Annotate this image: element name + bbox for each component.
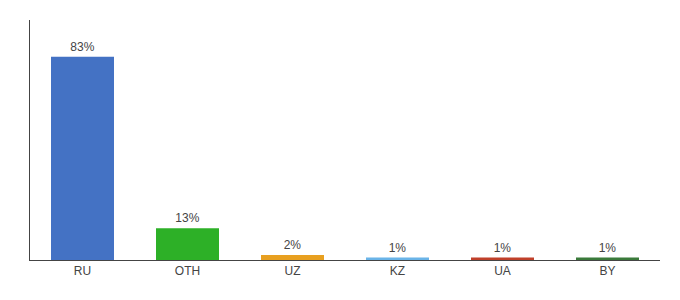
svg-text:2%: 2% [284,238,302,252]
svg-text:1%: 1% [494,241,512,255]
svg-text:1%: 1% [599,241,617,255]
svg-text:RU: RU [74,264,91,278]
svg-text:KZ: KZ [390,264,405,278]
svg-text:13%: 13% [175,211,199,225]
svg-text:83%: 83% [70,40,94,54]
svg-text:BY: BY [599,264,615,278]
svg-text:UA: UA [494,264,511,278]
svg-text:1%: 1% [389,241,407,255]
svg-text:OTH: OTH [175,264,200,278]
svg-text:UZ: UZ [285,264,301,278]
